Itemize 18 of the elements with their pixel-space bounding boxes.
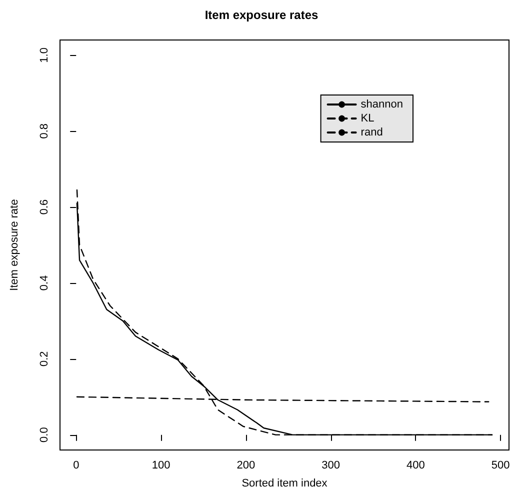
y-tick-label: 0.6 xyxy=(38,199,50,215)
y-tick-label: 0.4 xyxy=(38,275,50,291)
x-tick-label: 0 xyxy=(73,460,80,472)
x-tick-label: 300 xyxy=(322,460,340,472)
x-tick-label: 500 xyxy=(491,460,510,472)
x-tick-label: 400 xyxy=(406,460,425,472)
y-tick-label: 1.0 xyxy=(38,48,50,63)
legend-label: rand xyxy=(360,126,383,138)
y-axis-title: Item exposure rate xyxy=(8,199,20,291)
y-tick-label: 0.8 xyxy=(38,123,50,139)
y-tick-label: 0.0 xyxy=(38,427,50,442)
x-tick-label: 200 xyxy=(236,460,256,472)
legend-label: shannon xyxy=(360,98,404,110)
x-tick-label: 100 xyxy=(152,460,170,472)
legend-label: KL xyxy=(360,112,374,124)
x-axis-title: Sorted item index xyxy=(242,478,328,490)
y-tick-label: 0.2 xyxy=(38,351,50,367)
chart-title: Item exposure rates xyxy=(204,8,319,22)
